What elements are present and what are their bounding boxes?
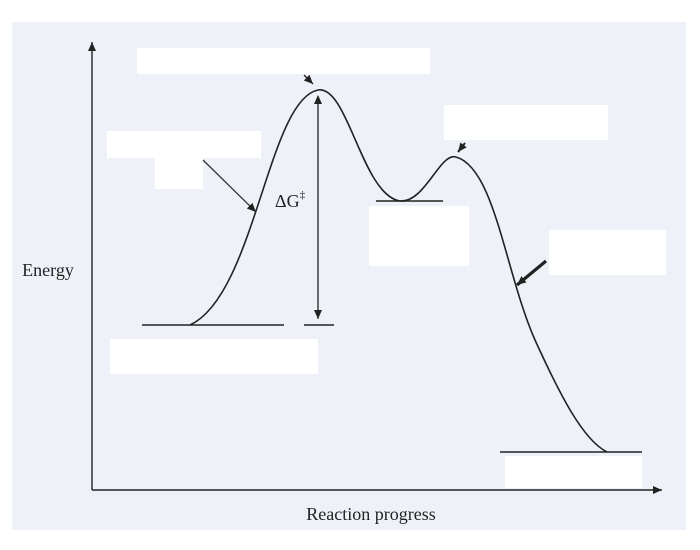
- transition-state-label-box: [137, 48, 430, 74]
- transition-state-pointer-arrow: [303, 74, 314, 85]
- delta-g-superscript: ‡: [300, 189, 306, 201]
- y-axis-label: Energy: [22, 260, 74, 280]
- slope-pointer-arrow: [515, 259, 548, 287]
- diagram-panel: [12, 22, 686, 530]
- delta-g-symbol: ΔG: [275, 191, 300, 211]
- intermediate-label-box: [369, 206, 469, 266]
- reaction-energy-curve: [189, 89, 608, 453]
- delta-g-label: ΔG‡: [275, 189, 306, 211]
- product-slope-label-box: [549, 230, 666, 275]
- activation-energy-label-box-lower: [155, 156, 203, 189]
- second-transition-state-pointer-arrow: [457, 142, 467, 153]
- products-label-box: [505, 456, 642, 488]
- activation-energy-label-box-upper: [107, 131, 261, 158]
- x-axis-label: Reaction progress: [306, 504, 435, 524]
- reactants-label-box: [110, 339, 318, 374]
- second-transition-state-label-box: [444, 105, 608, 140]
- curve-pointer-arrow: [202, 159, 257, 213]
